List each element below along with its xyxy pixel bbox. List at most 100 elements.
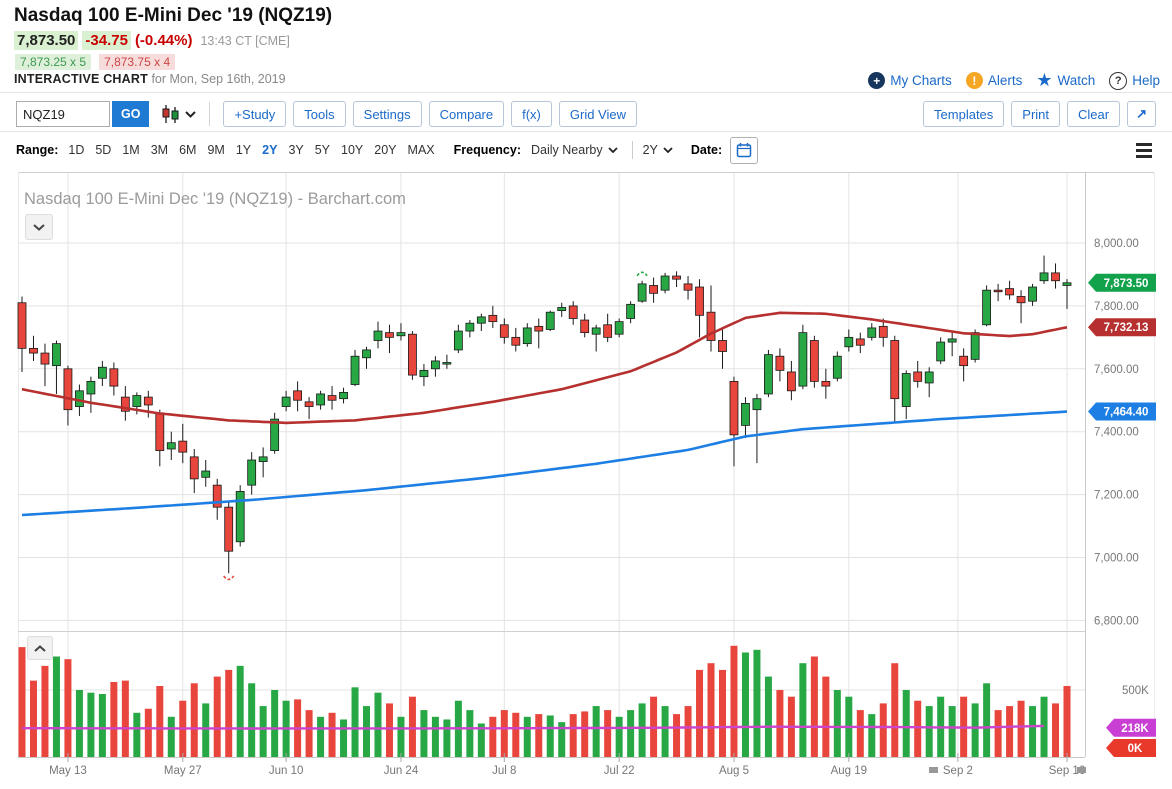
candlestick[interactable] bbox=[568, 305, 578, 319]
candlestick[interactable] bbox=[637, 283, 647, 302]
range-option-max[interactable]: MAX bbox=[407, 143, 435, 157]
candlestick[interactable] bbox=[764, 354, 773, 395]
volume-bar[interactable] bbox=[41, 665, 49, 757]
volume-bar[interactable] bbox=[558, 722, 566, 757]
volume-bar[interactable] bbox=[535, 714, 543, 757]
range-option-1y[interactable]: 1Y bbox=[235, 143, 252, 157]
candlestick[interactable] bbox=[212, 484, 222, 508]
range-option-3m[interactable]: 3M bbox=[150, 143, 169, 157]
volume-bar[interactable] bbox=[902, 690, 910, 757]
volume-bar[interactable] bbox=[856, 710, 864, 757]
candlestick[interactable] bbox=[649, 285, 658, 294]
candlestick[interactable] bbox=[465, 322, 475, 332]
volume-bar[interactable] bbox=[684, 706, 692, 757]
settings-button[interactable]: Settings bbox=[352, 101, 422, 127]
volume-bar[interactable] bbox=[500, 710, 508, 757]
candlestick[interactable] bbox=[901, 373, 911, 407]
volume-bar[interactable] bbox=[64, 659, 72, 757]
candlestick[interactable] bbox=[40, 352, 50, 365]
volume-bar[interactable] bbox=[868, 714, 876, 757]
grid-view-button[interactable]: Grid View bbox=[558, 101, 638, 127]
volume-bar[interactable] bbox=[305, 710, 313, 757]
volume-panel-collapse-button[interactable] bbox=[27, 636, 53, 660]
volume-bar[interactable] bbox=[833, 690, 841, 757]
candlestick[interactable] bbox=[442, 362, 452, 365]
volume-bar[interactable] bbox=[328, 712, 336, 757]
candlestick[interactable] bbox=[97, 366, 107, 379]
candlestick[interactable] bbox=[453, 330, 463, 351]
candlestick[interactable] bbox=[385, 332, 394, 338]
expand-chart-button[interactable]: ↗ bbox=[1127, 101, 1156, 127]
scroll-handle[interactable] bbox=[929, 767, 938, 773]
volume-bar[interactable] bbox=[1017, 700, 1025, 757]
candlestick[interactable] bbox=[522, 327, 532, 345]
header-link-watch[interactable]: ★ Watch bbox=[1036, 70, 1095, 91]
candlestick[interactable] bbox=[729, 380, 739, 436]
scroll-handle[interactable] bbox=[1077, 767, 1086, 773]
chart-type-dropdown[interactable] bbox=[160, 104, 197, 124]
print-button[interactable]: Print bbox=[1011, 101, 1061, 127]
volume-bar[interactable] bbox=[1063, 685, 1071, 757]
candlestick[interactable] bbox=[936, 341, 946, 362]
candlestick[interactable] bbox=[247, 459, 257, 486]
chart-menu-button[interactable] bbox=[1136, 142, 1152, 158]
candlestick[interactable] bbox=[373, 330, 383, 341]
templates-button[interactable]: Templates bbox=[923, 101, 1005, 127]
volume-bar[interactable] bbox=[730, 645, 738, 757]
candlestick[interactable] bbox=[1016, 296, 1026, 304]
candlestick[interactable] bbox=[1039, 272, 1049, 282]
volume-bar[interactable] bbox=[879, 703, 887, 757]
candlestick[interactable] bbox=[982, 289, 992, 326]
volume-bar[interactable] bbox=[810, 656, 818, 758]
candlestick[interactable] bbox=[913, 371, 923, 382]
volume-bar[interactable] bbox=[523, 716, 531, 757]
volume-bar[interactable] bbox=[385, 703, 393, 757]
volume-bar[interactable] bbox=[98, 694, 106, 757]
volume-bar[interactable] bbox=[225, 669, 233, 757]
volume-bar[interactable] bbox=[466, 710, 474, 757]
candlestick[interactable] bbox=[235, 491, 245, 543]
volume-bar[interactable] bbox=[799, 663, 807, 757]
range-option-3y[interactable]: 3Y bbox=[288, 143, 304, 157]
candlestick[interactable] bbox=[499, 324, 509, 338]
candlestick[interactable] bbox=[52, 343, 61, 367]
volume-bar[interactable] bbox=[741, 652, 749, 757]
volume-bar[interactable] bbox=[236, 665, 244, 757]
volume-bar[interactable] bbox=[52, 656, 60, 758]
volume-bar[interactable] bbox=[925, 706, 933, 757]
volume-bar[interactable] bbox=[443, 719, 451, 757]
symbol-input[interactable] bbox=[16, 101, 110, 127]
candlestick[interactable] bbox=[258, 456, 268, 462]
volume-bar[interactable] bbox=[914, 700, 922, 757]
volume-bar[interactable] bbox=[351, 687, 359, 757]
range-option-1d[interactable]: 1D bbox=[68, 143, 85, 157]
volume-bar[interactable] bbox=[133, 712, 141, 757]
volume-bar[interactable] bbox=[627, 710, 635, 757]
header-link-help[interactable]: ? Help bbox=[1109, 71, 1160, 90]
volume-bar[interactable] bbox=[408, 696, 416, 757]
candlestick[interactable] bbox=[408, 333, 417, 376]
candlestick[interactable] bbox=[362, 349, 371, 359]
main-panel-dropdown-button[interactable] bbox=[25, 214, 53, 240]
volume-bar[interactable] bbox=[363, 706, 371, 757]
volume-bar[interactable] bbox=[512, 712, 520, 757]
clear-button[interactable]: Clear bbox=[1067, 101, 1121, 127]
volume-bar[interactable] bbox=[994, 710, 1002, 757]
volume-bar[interactable] bbox=[75, 690, 83, 757]
candlestick[interactable] bbox=[270, 418, 280, 451]
candlestick[interactable] bbox=[545, 311, 555, 330]
candlestick[interactable] bbox=[993, 289, 1003, 293]
candlestick[interactable] bbox=[339, 391, 348, 400]
volume-bar[interactable] bbox=[638, 703, 646, 757]
candlestick[interactable] bbox=[534, 325, 544, 332]
candlestick[interactable] bbox=[396, 332, 406, 337]
candlestick[interactable] bbox=[890, 340, 900, 400]
volume-bar[interactable] bbox=[592, 706, 600, 757]
candlestick[interactable] bbox=[580, 319, 590, 334]
candlestick[interactable] bbox=[832, 355, 842, 379]
volume-bar[interactable] bbox=[1029, 706, 1037, 757]
volume-bar[interactable] bbox=[202, 703, 210, 757]
volume-bar[interactable] bbox=[891, 663, 899, 757]
volume-bar[interactable] bbox=[948, 706, 956, 757]
candlestick[interactable] bbox=[660, 275, 670, 291]
